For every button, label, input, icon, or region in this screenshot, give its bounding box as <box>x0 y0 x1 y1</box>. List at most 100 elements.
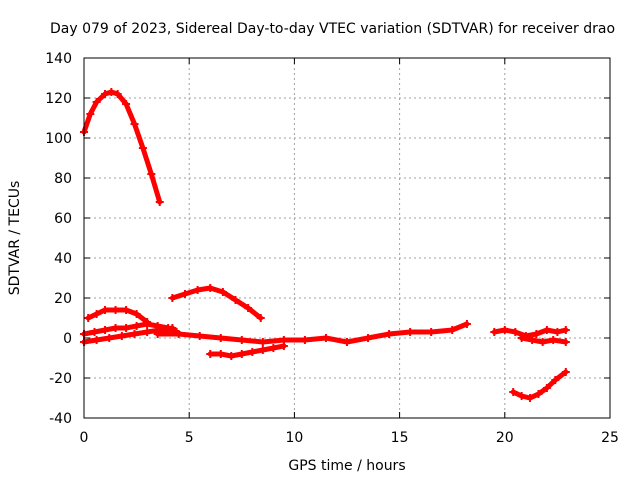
axis-ticks: 0 5 10 15 20 25 -40 -20 0 20 40 60 80 100 120 140 <box>45 51 619 446</box>
data-point-arc-left-lower-a <box>132 322 141 330</box>
data-point-arc-high <box>130 120 139 128</box>
data-point-arc-left-lower-b <box>143 328 152 336</box>
data-point-arc-mid <box>180 290 189 298</box>
data-point-arc-baseline <box>195 332 204 340</box>
data-point-arc-mid <box>193 286 202 294</box>
data-point-arc-baseline <box>321 334 330 342</box>
data-point-arc-right-negative <box>542 384 551 392</box>
data-point-arc-baseline <box>300 336 309 344</box>
series-line-arc-baseline <box>155 321 470 345</box>
data-point-arc-right-lower <box>538 338 547 346</box>
data-point-arc-left-upper <box>132 310 141 318</box>
data-point-arc-low-mid <box>258 346 267 354</box>
data-point-arc-right-lower <box>517 334 526 342</box>
y-tick-label: 60 <box>54 211 72 227</box>
data-point-arc-right-negative <box>509 388 518 396</box>
data-point-arc-left-lower-a <box>111 324 120 332</box>
data-point-arc-left-lower-b <box>92 336 101 344</box>
data-point-arc-low-mid <box>279 342 288 350</box>
data-point-arc-baseline <box>385 330 394 338</box>
y-tick-label: 100 <box>45 131 72 147</box>
data-point-arc-right-upper <box>553 328 562 336</box>
data-point-arc-low-mid <box>269 344 278 352</box>
x-tick-label: 10 <box>285 430 303 446</box>
data-point-arc-baseline <box>406 328 415 336</box>
data-point-arc-mid <box>206 284 215 292</box>
plot-frame <box>83 57 611 419</box>
data-point-arc-high <box>138 144 147 152</box>
data-point-arc-low-mid <box>248 348 257 356</box>
data-point-arc-mid <box>256 314 265 322</box>
data-point-arc-left-lower-a <box>90 328 99 336</box>
data-point-arc-left-lower-a <box>122 324 131 332</box>
data-point-arc-left-upper <box>84 314 93 322</box>
x-tick-label: 15 <box>391 430 409 446</box>
data-point-arc-left-lower-a <box>101 326 110 334</box>
data-point-arc-baseline <box>258 338 267 346</box>
data-point-arc-left-lower-b <box>117 332 126 340</box>
data-point-arc-mid <box>244 304 253 312</box>
data-point-arc-high <box>101 90 110 98</box>
data-point-arc-right-negative <box>517 392 526 400</box>
y-tick-label: 0 <box>63 331 72 347</box>
data-point-arc-low-mid <box>237 350 246 358</box>
y-tick-label: 40 <box>54 251 72 267</box>
data-point-arc-right-negative <box>561 368 570 376</box>
data-point-arc-high <box>92 98 101 106</box>
data-point-arc-high <box>86 110 95 118</box>
data-point-arc-high <box>147 170 156 178</box>
data-point-arc-left-upper <box>111 306 120 314</box>
data-point-arc-baseline <box>153 330 162 338</box>
data-point-arc-left-lower-b <box>168 324 177 332</box>
data-point-arc-baseline <box>237 336 246 344</box>
data-point-arc-baseline <box>174 330 183 338</box>
data-point-arc-low-mid <box>206 350 215 358</box>
y-axis-label: SDTVAR / TECUs <box>7 181 23 296</box>
data-point-arc-high <box>107 88 116 96</box>
x-tick-label: 25 <box>601 430 619 446</box>
data-point-arc-mid <box>218 288 227 296</box>
data-point-arc-baseline <box>462 320 471 328</box>
data-point-arc-right-negative <box>551 376 560 384</box>
y-tick-label: -20 <box>49 371 72 387</box>
data-point-arc-right-upper <box>511 328 520 336</box>
y-tick-label: 20 <box>54 291 72 307</box>
y-tick-label: 80 <box>54 171 72 187</box>
data-point-arc-right-lower <box>549 336 558 344</box>
data-point-arc-right-upper <box>542 326 551 334</box>
data-point-arc-mid <box>231 296 240 304</box>
data-point-arc-high <box>113 90 122 98</box>
data-point-arc-low-mid <box>216 350 225 358</box>
y-tick-label: 120 <box>45 91 72 107</box>
y-tick-label: -40 <box>49 411 72 427</box>
y-tick-label: 140 <box>45 51 72 67</box>
data-point-arc-left-lower-b <box>105 334 114 342</box>
data-point-arc-right-lower <box>561 338 570 346</box>
data-point-arc-baseline <box>216 334 225 342</box>
data-series <box>80 88 570 402</box>
data-point-arc-left-upper <box>92 310 101 318</box>
data-point-arc-left-upper <box>122 306 131 314</box>
data-point-arc-right-upper <box>561 326 570 334</box>
data-point-arc-left-lower-a <box>143 320 152 328</box>
data-point-arc-right-upper <box>490 328 499 336</box>
x-tick-label: 5 <box>185 430 194 446</box>
data-point-arc-high <box>155 198 164 206</box>
data-point-arc-right-negative <box>526 394 535 402</box>
data-point-arc-left-lower-b <box>130 330 139 338</box>
data-point-arc-baseline <box>448 326 457 334</box>
grid-lines <box>84 58 610 418</box>
data-point-arc-right-negative <box>534 390 543 398</box>
data-point-arc-low-mid <box>227 352 236 360</box>
x-axis-label: GPS time / hours <box>288 458 405 474</box>
data-point-arc-right-upper <box>500 326 509 334</box>
data-point-arc-high <box>122 100 131 108</box>
x-tick-label: 20 <box>496 430 514 446</box>
data-point-arc-left-upper <box>101 306 110 314</box>
chart-title: Day 079 of 2023, Sidereal Day-to-day VTE… <box>50 21 615 37</box>
data-point-arc-right-upper <box>532 330 541 338</box>
data-point-arc-baseline <box>343 338 351 346</box>
data-point-arc-right-lower <box>528 336 537 344</box>
